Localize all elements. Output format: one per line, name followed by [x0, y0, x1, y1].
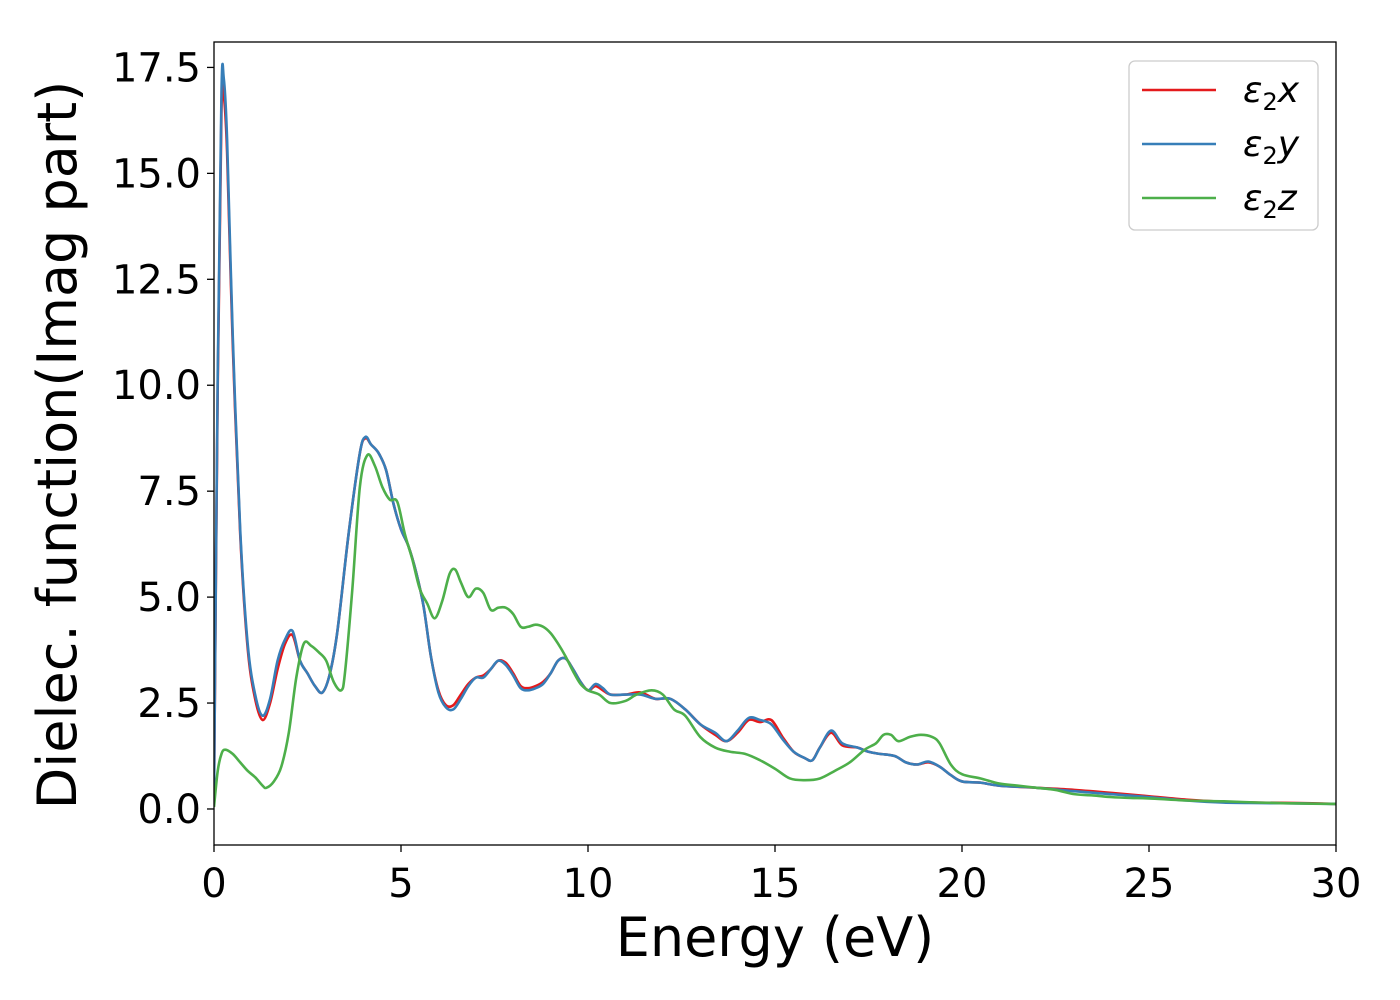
x-tick-label: 30 — [1311, 861, 1362, 907]
legend: ε2x ε2y ε2z — [1128, 60, 1319, 231]
x-tick-label: 0 — [201, 861, 226, 907]
y-tick-label: 0.0 — [137, 787, 201, 833]
y-axis-title: Dielec. function(Imag part) — [26, 81, 89, 810]
x-tick-label: 25 — [1124, 861, 1175, 907]
legend-box — [1128, 60, 1319, 231]
x-tick-label: 15 — [750, 861, 801, 907]
series-line-y — [214, 62, 1336, 806]
legend-label-z: ε2z — [1243, 178, 1298, 224]
y-tick-label: 15.0 — [112, 151, 201, 197]
series-line-z — [214, 453, 1336, 807]
y-tick-label: 17.5 — [112, 45, 201, 91]
x-axis: 0 5 10 15 20 25 30 — [201, 845, 1361, 907]
legend-label-y: ε2y — [1243, 124, 1300, 170]
x-tick-label: 5 — [388, 861, 413, 907]
x-axis-title: Energy (eV) — [616, 906, 935, 969]
x-tick-label: 20 — [937, 861, 988, 907]
legend-label-x: ε2x — [1243, 70, 1300, 116]
y-tick-label: 2.5 — [137, 681, 201, 727]
x-tick-label: 10 — [563, 861, 614, 907]
series-layer — [214, 62, 1336, 807]
y-tick-label: 5.0 — [137, 575, 201, 621]
y-tick-label: 12.5 — [112, 257, 201, 303]
y-tick-label: 10.0 — [112, 363, 201, 409]
y-tick-label: 7.5 — [137, 469, 201, 515]
y-axis: 0.0 2.5 5.0 7.5 10.0 12.5 15.0 17.5 — [112, 45, 214, 833]
